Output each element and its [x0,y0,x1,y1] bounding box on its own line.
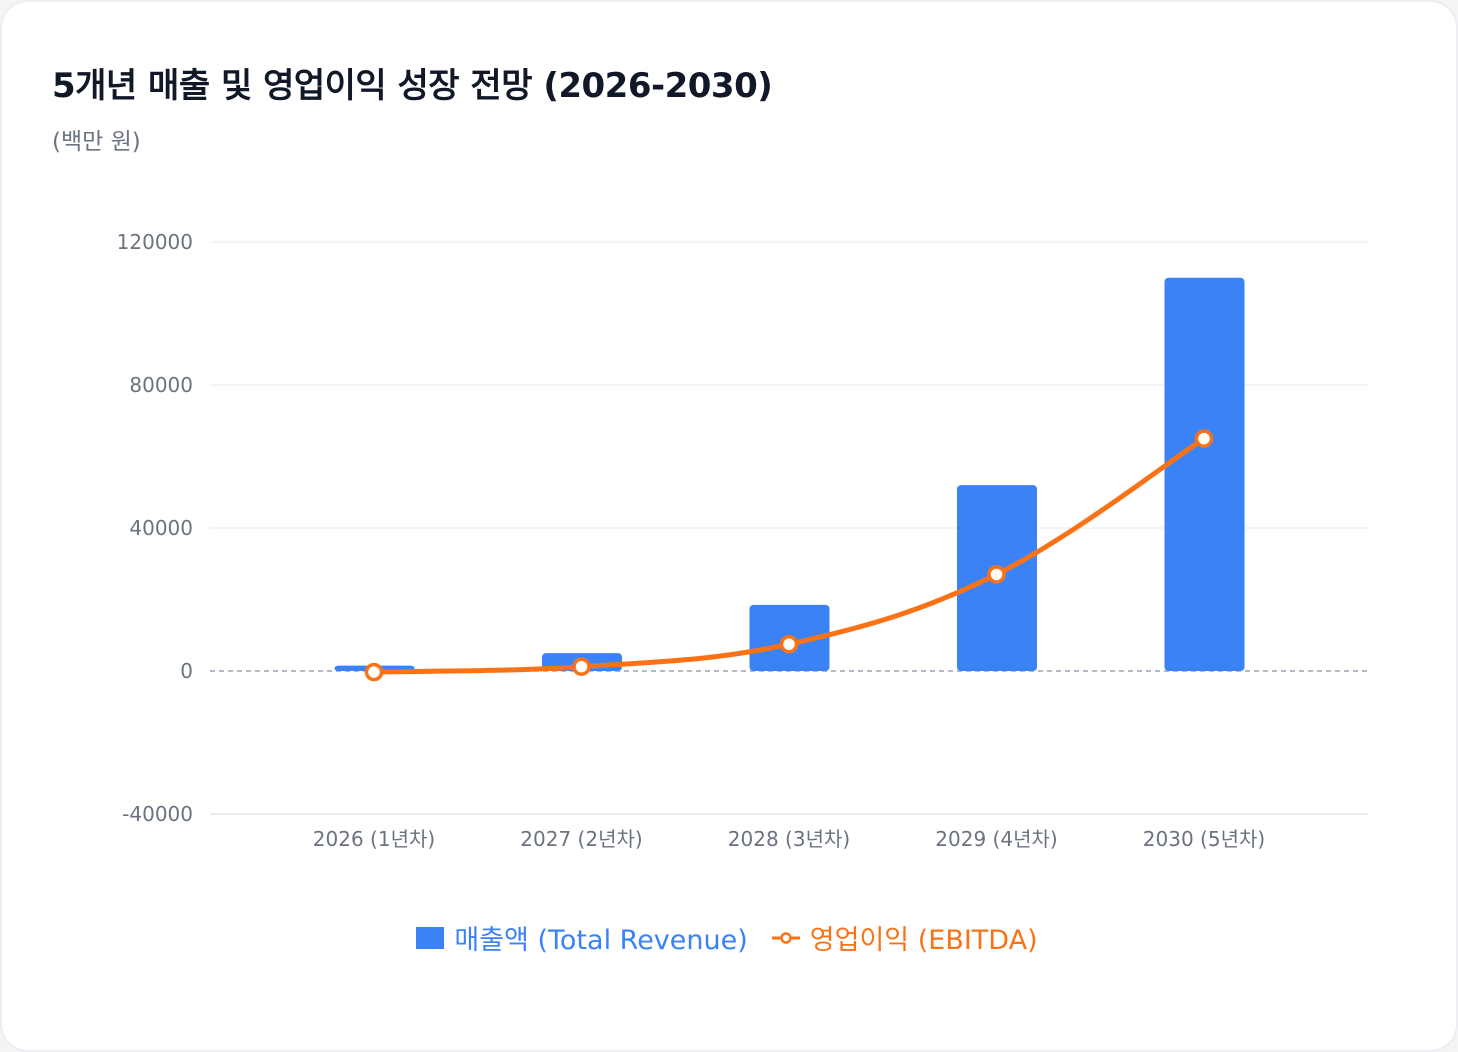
legend-revenue-label: 매출액 (Total Revenue) [454,925,748,956]
ebitda-point [987,565,1006,584]
y-tick-label: 120000 [117,230,193,254]
legend-item-ebitda[interactable]: 영업이익 (EBITDA) [771,918,1038,957]
x-tick-label: 2030 (5년차) [1143,827,1265,851]
x-tick-label: 2027 (2년차) [520,827,642,851]
bar-layer [334,277,1245,671]
ebitda-point [572,657,591,676]
revenue-bar [1164,277,1245,671]
chart-subtitle: (백만 원) [52,129,141,155]
chart-title: 5개년 매출 및 영업이익 성장 전망 (2026-2030) [52,66,773,106]
line-layer [364,429,1214,682]
ebitda-point [364,662,384,682]
legend-bar-swatch [416,926,445,949]
y-tick-label: -40000 [122,802,193,826]
ebitda-point [779,634,799,654]
legend-line-swatch [771,931,800,944]
legend: 매출액 (Total Revenue) 영업이익 (EBITDA) [0,918,1454,957]
legend-ebitda-label: 영업이익 (EBITDA) [809,925,1038,956]
label-layer: -40000 0 40000 80000 120000 2026 (1년차) 2027 (2… [117,230,1266,851]
legend-item-revenue[interactable]: 매출액 (Total Revenue) [416,918,748,957]
y-tick-label: 80000 [129,373,193,397]
y-tick-label: 40000 [129,516,193,540]
x-tick-label: 2029 (4년차) [935,827,1057,851]
x-tick-label: 2026 (1년차) [313,827,435,851]
ebitda-point [1194,429,1214,448]
x-tick-label: 2028 (3년차) [728,827,850,851]
y-tick-label: 0 [180,659,193,683]
